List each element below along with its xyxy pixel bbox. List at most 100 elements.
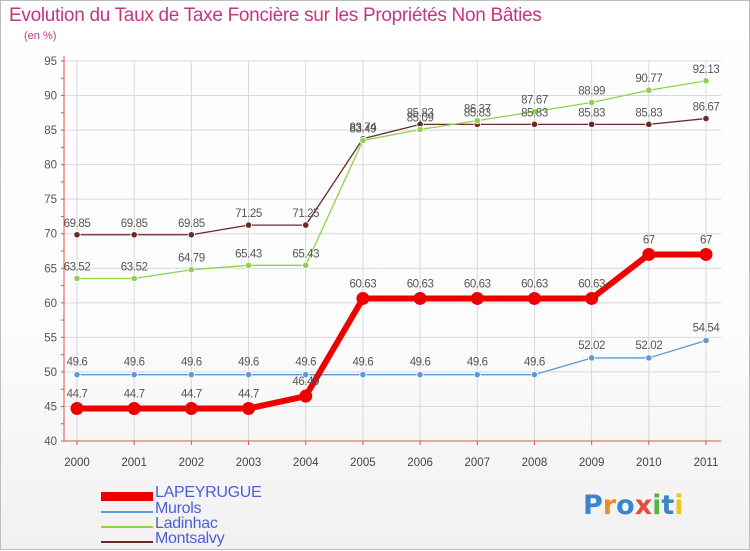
data-label-murols: 52.02	[635, 340, 662, 352]
x-tick-label: 2010	[636, 457, 662, 469]
data-label-montsalvy: 85.83	[635, 107, 662, 119]
data-label-ladinhac: 83.49	[350, 124, 377, 136]
legend-label: Murols	[155, 500, 202, 517]
data-point-montsalvy	[130, 231, 138, 239]
data-point-lapeyrugue	[470, 291, 484, 305]
y-tick-label: 50	[44, 367, 57, 379]
data-label-montsalvy: 71.25	[235, 208, 262, 220]
data-label-ladinhac: 90.77	[635, 73, 662, 85]
data-point-montsalvy	[702, 114, 710, 123]
data-point-murols	[416, 371, 424, 379]
data-label-lapeyrugue: 60.63	[521, 278, 548, 290]
data-point-ladinhac	[244, 261, 253, 269]
x-tick-label: 2008	[522, 457, 548, 469]
data-point-montsalvy	[645, 120, 653, 128]
data-point-murols	[187, 371, 195, 379]
x-tick-label: 2003	[236, 457, 262, 469]
data-label-lapeyrugue: 44.7	[181, 389, 202, 401]
data-point-ladinhac	[359, 136, 367, 145]
data-point-murols	[73, 371, 81, 379]
legend-swatch	[101, 511, 153, 513]
data-point-lapeyrugue	[356, 291, 370, 305]
data-point-lapeyrugue	[127, 402, 141, 416]
data-label-lapeyrugue: 60.63	[407, 278, 434, 290]
data-label-montsalvy: 85.83	[578, 107, 605, 119]
data-point-lapeyrugue	[699, 247, 713, 261]
x-tick-label: 2001	[121, 457, 147, 469]
data-label-lapeyrugue: 67	[643, 234, 655, 246]
data-point-ladinhac	[187, 266, 195, 274]
x-tick-label: 2004	[293, 457, 319, 469]
x-tick-label: 2006	[407, 457, 433, 469]
data-point-ladinhac	[302, 261, 310, 269]
data-point-murols	[702, 336, 710, 345]
x-tick-label: 2007	[464, 457, 490, 469]
logo-letter: x	[634, 490, 653, 521]
logo-letter: r	[602, 490, 617, 521]
data-point-montsalvy	[302, 221, 310, 229]
data-point-ladinhac	[588, 98, 596, 107]
data-point-ladinhac	[473, 117, 481, 125]
data-label-murols: 52.02	[578, 340, 605, 352]
data-label-ladinhac: 65.43	[235, 248, 262, 260]
data-label-ladinhac: 87.67	[521, 95, 548, 107]
data-point-montsalvy	[244, 221, 253, 229]
y-tick-label: 60	[44, 298, 57, 310]
data-point-ladinhac	[416, 125, 424, 134]
data-label-murols: 49.6	[238, 357, 259, 369]
data-point-montsalvy	[73, 231, 81, 239]
series-line-lapeyrugue	[77, 251, 706, 412]
series-line-ladinhac	[77, 80, 707, 280]
x-tick-label: 2002	[179, 457, 205, 469]
legend-swatch	[101, 492, 153, 501]
data-label-lapeyrugue: 44.7	[238, 389, 259, 401]
y-tick-label: 95	[44, 56, 57, 68]
data-point-murols	[530, 371, 539, 379]
data-point-murols	[302, 371, 310, 379]
y-tick-label: 80	[44, 160, 57, 172]
data-point-murols	[588, 354, 596, 362]
data-label-murols: 49.6	[181, 357, 202, 369]
data-point-murols	[473, 371, 481, 379]
data-point-lapeyrugue	[242, 402, 256, 416]
data-point-murols	[359, 371, 367, 379]
x-tick-label: 2005	[350, 457, 376, 469]
y-tick-label: 40	[44, 436, 57, 448]
data-label-ladinhac: 65.43	[292, 248, 319, 260]
data-point-lapeyrugue	[527, 291, 541, 305]
data-label-lapeyrugue: 46.49	[292, 376, 319, 388]
data-point-ladinhac	[73, 274, 81, 283]
logo-letter: o	[616, 490, 635, 521]
logo-letter: P	[583, 490, 603, 521]
data-label-lapeyrugue: 60.63	[350, 278, 377, 290]
data-label-lapeyrugue: 60.63	[578, 278, 605, 290]
data-label-ladinhac: 92.13	[693, 64, 720, 76]
data-point-murols	[130, 371, 138, 379]
data-label-lapeyrugue: 67	[700, 234, 712, 246]
data-label-lapeyrugue: 44.7	[124, 389, 145, 401]
series-line-montsalvy	[77, 117, 707, 236]
y-tick-label: 75	[44, 194, 57, 206]
data-label-ladinhac: 63.52	[121, 261, 148, 273]
data-label-murols: 49.6	[467, 357, 488, 369]
y-tick-label: 65	[44, 263, 57, 275]
data-label-ladinhac: 88.99	[578, 86, 605, 98]
data-label-montsalvy: 85.83	[521, 107, 548, 119]
y-tick-label: 55	[44, 332, 57, 344]
data-label-lapeyrugue: 44.7	[67, 389, 88, 401]
data-point-lapeyrugue	[184, 402, 198, 416]
data-point-ladinhac	[130, 274, 138, 283]
data-point-ladinhac	[702, 77, 710, 85]
data-label-ladinhac: 64.79	[178, 253, 205, 265]
chart-title: Evolution du Taux de Taxe Foncière sur l…	[9, 5, 542, 26]
legend-swatch	[101, 526, 153, 528]
data-point-lapeyrugue	[413, 291, 427, 305]
data-label-lapeyrugue: 60.63	[464, 278, 491, 290]
data-label-montsalvy: 69.85	[121, 218, 148, 230]
data-point-ladinhac	[645, 86, 653, 94]
data-point-murols	[645, 354, 653, 362]
data-point-lapeyrugue	[70, 402, 84, 416]
logo-letter: t	[661, 490, 675, 521]
